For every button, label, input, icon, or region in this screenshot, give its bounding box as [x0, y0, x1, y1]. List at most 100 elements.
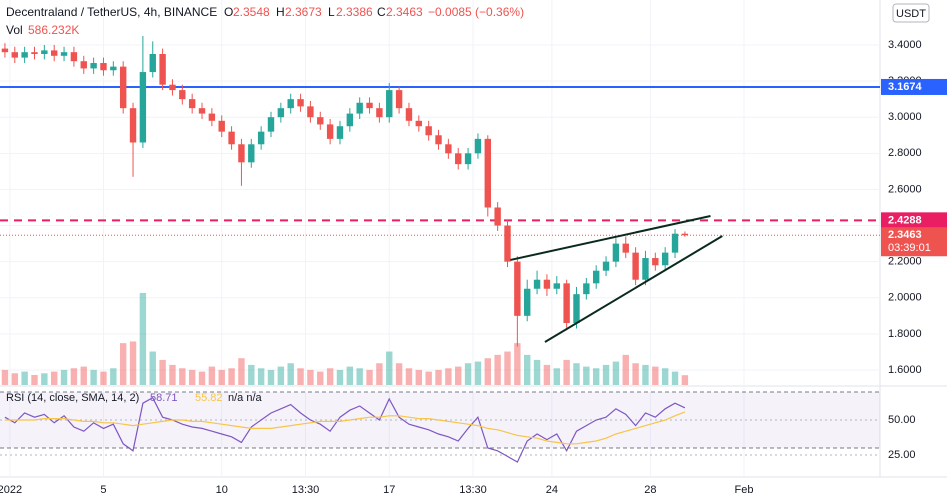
y-tick-label: 3.0000 — [888, 111, 922, 123]
volume-bar — [238, 358, 245, 385]
candle-body — [395, 90, 403, 109]
rsi-tick-label: 25.00 — [888, 449, 916, 461]
candle-body — [563, 283, 570, 324]
candle-body — [484, 138, 491, 208]
candle-body — [287, 99, 294, 109]
volume-bar — [681, 375, 689, 385]
volume-bar — [287, 363, 294, 385]
volume-bar — [415, 369, 423, 385]
volume-bar — [336, 369, 344, 385]
volume-bar — [267, 369, 275, 385]
close-label: C — [377, 5, 386, 19]
candle-body — [277, 108, 285, 118]
volume-bar — [592, 368, 600, 385]
trendline — [544, 235, 723, 343]
candle-body — [445, 144, 452, 154]
volume-bar — [524, 354, 531, 385]
currency-badge[interactable] — [892, 3, 930, 23]
volume-bar — [632, 363, 639, 385]
volume-bar — [435, 369, 442, 385]
x-tick-label: 28 — [644, 484, 656, 496]
volume-bar — [326, 368, 334, 385]
volume-bar — [119, 343, 127, 385]
x-tick-label: 10 — [216, 484, 228, 496]
y-tick-label: 1.6000 — [888, 364, 922, 376]
volume-bar — [376, 363, 383, 385]
candle-body — [592, 270, 600, 284]
high-label: H — [276, 5, 285, 19]
candle-body — [573, 294, 580, 324]
symbol-title: Decentraland / TetherUS, 4h, BINANCE — [6, 5, 217, 19]
volume-bar — [21, 371, 28, 385]
open-value: 2.3548 — [233, 5, 270, 19]
currency[interactable]: USDT — [896, 8, 926, 20]
volume-bar — [661, 368, 669, 385]
candle-body — [70, 52, 78, 62]
volume-bar — [257, 368, 265, 385]
open-label: O — [224, 5, 233, 19]
candle-body — [179, 90, 186, 100]
volume-bar — [671, 371, 679, 385]
low-value: 2.3386 — [336, 5, 373, 19]
candle-body — [248, 144, 255, 163]
volume-bar — [504, 351, 511, 385]
candle-body — [139, 72, 147, 143]
candle-body — [238, 144, 245, 163]
axis: 1.60001.80002.00002.20002.40002.60002.80… — [0, 39, 947, 496]
x-tick-label: 13:30 — [459, 484, 487, 496]
volume-bar — [228, 368, 235, 385]
volume-bar — [563, 359, 570, 385]
candle-body — [218, 120, 225, 132]
price-level-label: 3.1674 — [888, 81, 923, 93]
candle-body — [474, 138, 482, 154]
volume-bar — [612, 361, 620, 385]
x-tick-label: 24 — [546, 484, 558, 496]
volume-bar — [642, 364, 649, 385]
candle-body — [100, 63, 107, 71]
rsi-value: 58.71 — [150, 392, 178, 404]
candle-body — [405, 108, 413, 121]
x-tick-label: 17 — [383, 484, 395, 496]
candle-body — [543, 279, 551, 289]
candle-body — [504, 225, 511, 262]
candle-body — [119, 66, 127, 109]
x-tick-label: Feb — [735, 484, 754, 496]
candle-body — [50, 50, 58, 56]
volume-bar — [188, 369, 196, 385]
volume-bar — [474, 361, 482, 385]
candle-body — [652, 258, 659, 266]
volume-bar — [208, 366, 216, 385]
candle-body — [11, 52, 18, 58]
candle-body — [435, 135, 442, 145]
candle-body — [1, 48, 9, 53]
rsi-tick-label: 50.00 — [888, 414, 916, 426]
volume-bar — [317, 371, 324, 385]
price-level-badge — [881, 212, 947, 229]
trendline — [510, 214, 711, 261]
candle-body — [671, 233, 679, 253]
volume-bar — [307, 369, 314, 385]
volume-bar — [445, 368, 452, 385]
volume-bar — [50, 371, 58, 385]
y-tick-label: 1.8000 — [888, 328, 922, 340]
candle-body — [386, 90, 393, 118]
x-tick-label: 13:30 — [292, 484, 320, 496]
volume-bar — [622, 354, 629, 385]
volume-bar — [395, 363, 403, 385]
volume-label: Vol — [6, 23, 23, 37]
volume-bar — [386, 351, 393, 385]
y-tick-label: 3.4000 — [888, 39, 922, 51]
candle-body — [494, 207, 501, 226]
volume-bar — [514, 343, 521, 385]
candle-body — [524, 288, 531, 316]
volume-bar — [425, 371, 432, 385]
volume-bar — [179, 368, 186, 385]
countdown: 03:39:01 — [888, 242, 931, 254]
volume-bar — [248, 364, 255, 385]
y-tick-label: 2.8000 — [888, 147, 922, 159]
volume-bar — [583, 366, 590, 385]
high-value: 2.3673 — [285, 5, 322, 19]
candle-body — [149, 53, 156, 73]
volume-bar — [277, 366, 285, 385]
rsi-na: n/a n/a — [228, 392, 263, 404]
